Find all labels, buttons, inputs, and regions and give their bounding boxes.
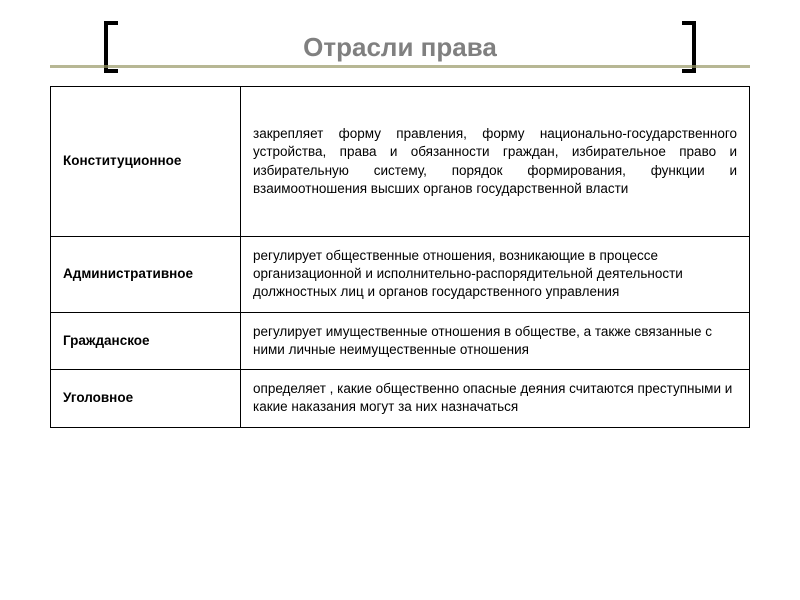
table-row: Гражданскоерегулирует имущественные отно… <box>51 312 750 369</box>
branch-description: регулирует имущественные отношения в общ… <box>241 312 750 369</box>
slide: Отрасли права Конституционноезакрепляет … <box>0 0 800 600</box>
branch-label: Конституционное <box>51 87 241 237</box>
table-row: Уголовноеопределяет , какие общественно … <box>51 370 750 427</box>
branch-description: определяет , какие общественно опасные д… <box>241 370 750 427</box>
table-row: Конституционноезакрепляет форму правлени… <box>51 87 750 237</box>
table-row: Административноерегулирует общественные … <box>51 237 750 313</box>
branch-label: Уголовное <box>51 370 241 427</box>
branches-table: Конституционноезакрепляет форму правлени… <box>50 86 750 428</box>
branch-description: закрепляет форму правления, форму национ… <box>241 87 750 237</box>
branch-description: регулирует общественные отношения, возни… <box>241 237 750 313</box>
title-wrap: Отрасли права <box>50 20 750 74</box>
table-body: Конституционноезакрепляет форму правлени… <box>51 87 750 428</box>
branch-label: Административное <box>51 237 241 313</box>
branch-label: Гражданское <box>51 312 241 369</box>
title-underline <box>50 65 750 68</box>
